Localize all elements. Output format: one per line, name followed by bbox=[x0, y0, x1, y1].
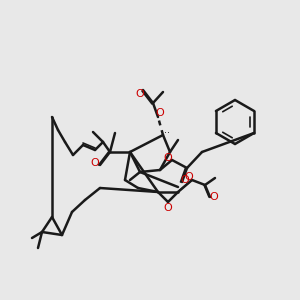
Text: O: O bbox=[184, 172, 194, 182]
Text: ···: ··· bbox=[161, 128, 170, 138]
Text: O: O bbox=[164, 153, 172, 163]
Text: O: O bbox=[91, 158, 99, 168]
Text: O: O bbox=[181, 175, 189, 185]
Text: O: O bbox=[156, 108, 164, 118]
Text: O: O bbox=[136, 89, 144, 99]
Text: O: O bbox=[210, 192, 218, 202]
Text: O: O bbox=[164, 203, 172, 213]
